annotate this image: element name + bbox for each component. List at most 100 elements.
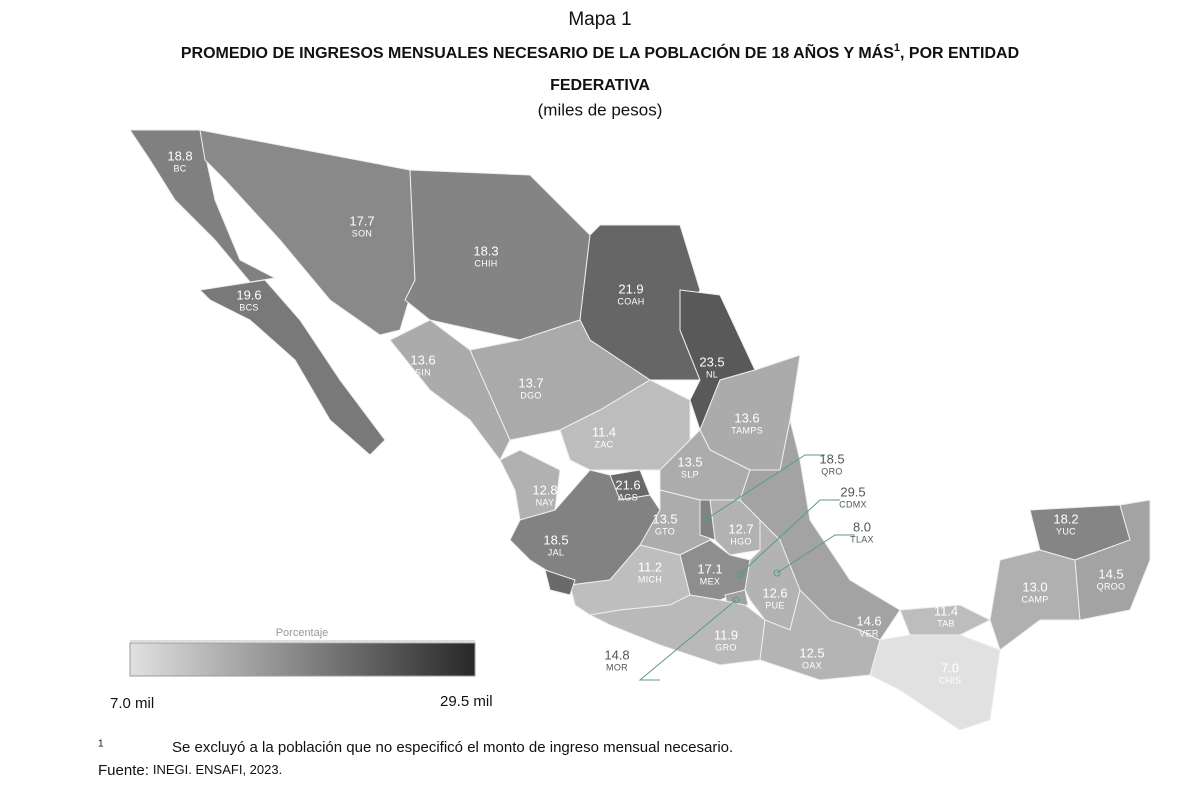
state-code: QROO [1097,581,1126,591]
state-code: GRO [715,642,736,652]
callout-line [739,499,840,575]
state-value: 14.6 [856,613,881,628]
state [869,634,1001,731]
title-end: , POR ENTIDAD [900,45,1019,62]
state-value: 13.6 [734,410,759,425]
source: Fuente: INEGI. ENSAFI, 2023. [98,762,282,779]
state-code: ZAC [595,439,614,449]
state-code: GTO [655,526,675,536]
state-code: COAH [617,296,644,306]
state-code: TAB [937,618,955,628]
state-code: SON [352,228,372,238]
state [198,279,386,456]
state-code: VER [859,628,879,638]
state-value: 13.7 [518,375,543,390]
state-code: NAY [536,497,555,507]
state-code: CHIH [474,258,497,268]
state-code: QRO [821,466,842,476]
state-code: JAL [548,547,564,557]
state-value: 14.5 [1098,566,1123,581]
state-code: CDMX [839,499,867,509]
state-value: 12.5 [799,645,824,660]
state-value: 13.0 [1022,579,1047,594]
legend-max: 29.5 mil [440,693,493,710]
state-value: 29.5 [840,484,865,499]
state-value: 17.1 [697,561,722,576]
callout-line [776,534,855,574]
source-text: INEGI. ENSAFI, 2023. [153,762,282,777]
state-code: MICH [638,574,662,584]
legend-bar [129,642,476,677]
state-code: COL [533,603,552,613]
state [389,319,511,461]
state-code: TAMPS [731,425,763,435]
state-value: 12.6 [762,585,787,600]
state-value: 21.9 [618,281,643,296]
note: Se excluyó a la población que no especif… [172,739,733,756]
state-value: 11.9 [714,627,738,642]
state-value: 17.7 [349,213,374,228]
state-value: 18.8 [167,148,192,163]
state [899,604,992,636]
callout-dot [773,569,781,577]
state-value: 23.5 [699,354,724,369]
state [699,499,716,541]
title: PROMEDIO DE INGRESOS MENSUALES NECESARIO… [181,42,1019,62]
state-code: PUE [765,600,784,610]
state-value: 13.5 [652,511,677,526]
title-text: PROMEDIO DE INGRESOS MENSUALES NECESARIO… [181,42,894,62]
state-code: CHIS [939,675,962,685]
callout-line [638,599,737,681]
title-line2: FEDERATIVA [550,77,650,94]
callout-dot [704,514,712,522]
state-value: 12.8 [532,482,557,497]
state-code: OAX [802,660,822,670]
map-number: Mapa 1 [568,9,631,30]
state-value: 21.6 [615,477,640,492]
title-note: 1 [894,42,900,54]
state-value: 11.2 [638,559,662,574]
state-code: AGS [618,492,638,502]
state-value: 11.4 [934,603,958,618]
state-value: 18.3 [473,243,498,258]
state-value: 14.8 [604,647,629,662]
source-label: Fuente: [98,762,149,779]
state-value: 18.5 [819,451,844,466]
state-value: 18.5 [543,532,568,547]
state-code: NL [706,369,718,379]
state-value: 21.5 [530,588,555,603]
state [544,569,576,596]
state-value: 18.2 [1053,511,1078,526]
state-value: 8.0 [853,519,871,534]
state-code: HGO [730,536,751,546]
note-marker: 1 [98,739,104,750]
state-value: 13.6 [410,352,435,367]
state-code: BC [173,163,186,173]
state-code: MOR [606,662,628,672]
state-code: SIN [415,367,431,377]
state [1074,499,1151,621]
state-code: YUC [1056,526,1076,536]
state-code: SLP [681,469,699,479]
states [129,129,1151,731]
state-value: 7.0 [941,660,959,675]
legend-title: Porcentaje [276,627,329,639]
state-value: 12.7 [728,521,753,536]
state-value: 11.4 [592,424,616,439]
state-value: 19.6 [236,287,261,302]
state [579,224,701,381]
state-code: BCS [239,302,258,312]
state-value: 13.5 [677,454,702,469]
callout-dot [732,596,740,604]
subtitle: (miles de pesos) [538,100,663,119]
state-code: CAMP [1021,594,1048,604]
callout-dot [736,570,744,578]
state-code: MEX [700,576,720,586]
state-code: TLAX [850,534,874,544]
legend-min: 7.0 mil [110,695,154,712]
callout-line [707,454,825,519]
state-code: DGO [520,390,541,400]
